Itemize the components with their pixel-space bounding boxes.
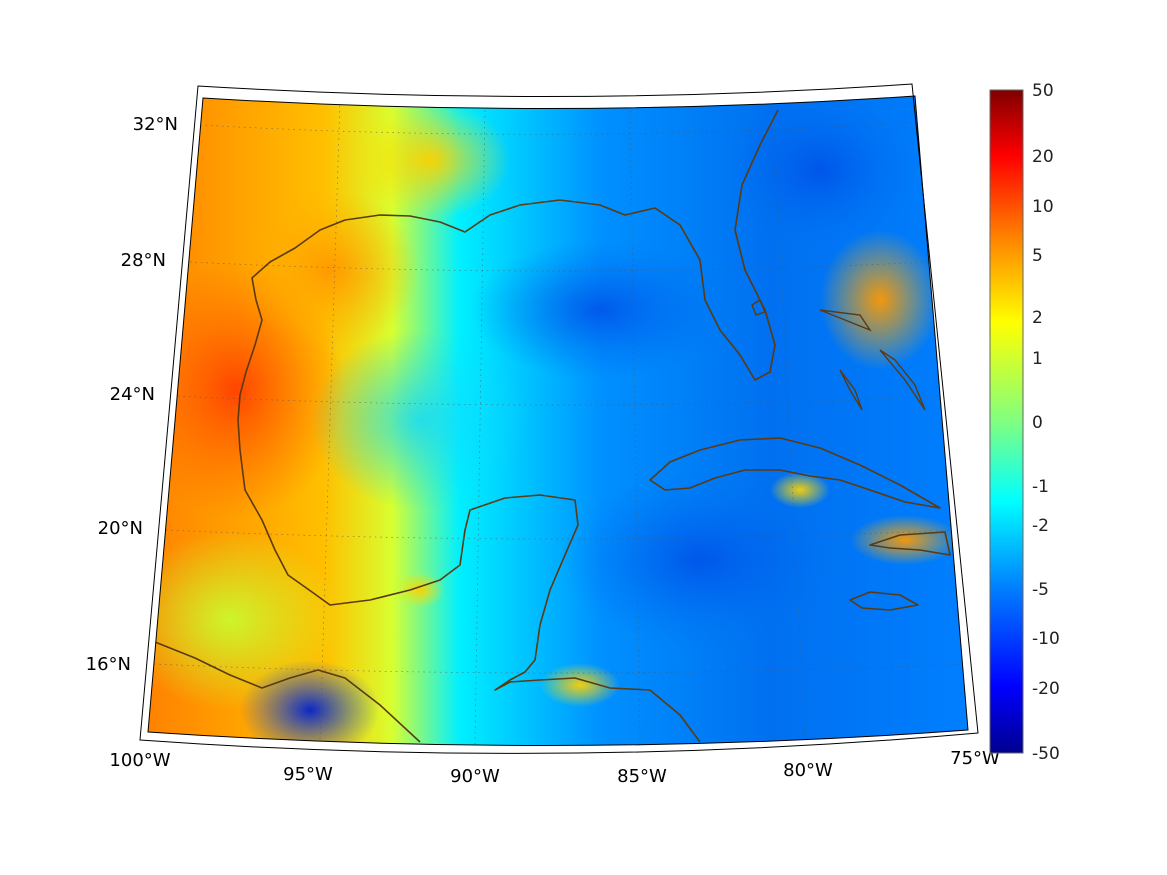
- lat-label-20n: 20°N: [98, 518, 143, 539]
- colorbar-label: -5: [1032, 580, 1049, 600]
- colorbar-label: -1: [1032, 477, 1049, 497]
- map-frame-outer: [139, 83, 979, 754]
- lon-label-75w: 75°W: [950, 748, 1000, 769]
- lat-label-28n: 28°N: [121, 250, 166, 271]
- colorbar-tick-labels: 50 20 10 5 2 1 0 -1 -2 -5 -10 -20 -50: [1032, 81, 1060, 764]
- lon-label-95w: 95°W: [283, 764, 333, 785]
- colorbar-ramp: [989, 89, 1024, 754]
- map-frame: [147, 95, 969, 747]
- colorbar-label: 1: [1032, 349, 1043, 369]
- colorbar-label: -10: [1032, 629, 1060, 649]
- colorbar-label: 10: [1032, 197, 1054, 217]
- lon-label-90w: 90°W: [450, 766, 500, 787]
- colorbar-label: 2: [1032, 308, 1043, 328]
- lat-label-32n: 32°N: [133, 114, 178, 135]
- lat-label-24n: 24°N: [110, 384, 155, 405]
- lon-label-100w: 100°W: [109, 750, 170, 771]
- colorbar-label: -2: [1032, 516, 1049, 536]
- colorbar-label: -20: [1032, 679, 1060, 699]
- colorbar: 50 20 10 5 2 1 0 -1 -2 -5 -10 -20 -50: [989, 81, 1060, 764]
- colorbar-label: 0: [1032, 413, 1043, 433]
- colorbar-label: 50: [1032, 81, 1054, 101]
- colorbar-label: -50: [1032, 744, 1060, 764]
- lat-tick-labels: 32°N 28°N 24°N 20°N 16°N: [86, 114, 178, 675]
- lon-label-85w: 85°W: [617, 766, 667, 787]
- lon-label-80w: 80°W: [783, 760, 833, 781]
- colorbar-label: 5: [1032, 246, 1043, 266]
- graticule: [153, 99, 967, 746]
- map-field: [148, 96, 968, 746]
- lon-tick-labels: 100°W 95°W 90°W 85°W 80°W 75°W: [109, 748, 1000, 787]
- colorbar-label: 20: [1032, 147, 1054, 167]
- lat-label-16n: 16°N: [86, 654, 131, 675]
- coastlines: [154, 109, 951, 743]
